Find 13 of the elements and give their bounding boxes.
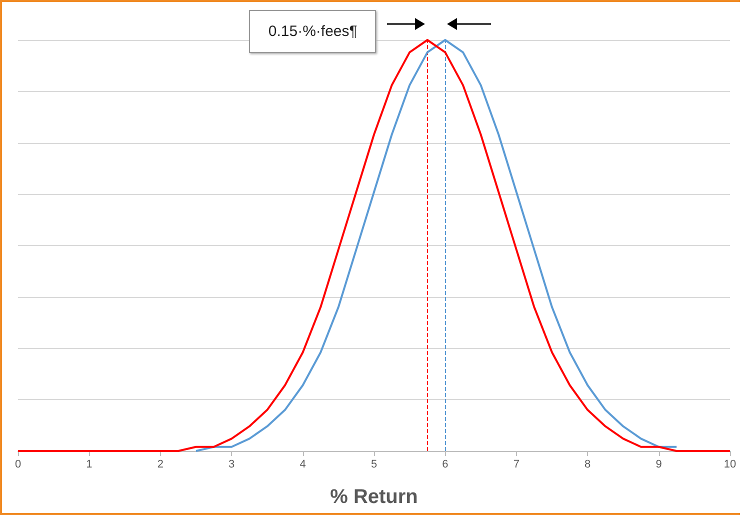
x-tick-label: 7 [513,458,520,470]
x-tick-label: 6 [442,458,448,470]
x-tick-label: 10 [724,458,736,470]
x-tick-label: 8 [584,458,591,470]
x-tick-label: 3 [228,458,235,470]
x-tick-label: 0 [14,458,22,470]
x-tick-label: 5 [370,458,378,470]
x-tick-label: 4 [300,458,306,470]
x-tick-label: 2 [157,458,164,470]
annotation: 0.15·%·fees¶ [249,10,376,53]
x-axis-title: % Return [330,486,418,508]
x-tick-label: 1 [86,458,92,470]
x-tick-label: 9 [656,458,662,470]
